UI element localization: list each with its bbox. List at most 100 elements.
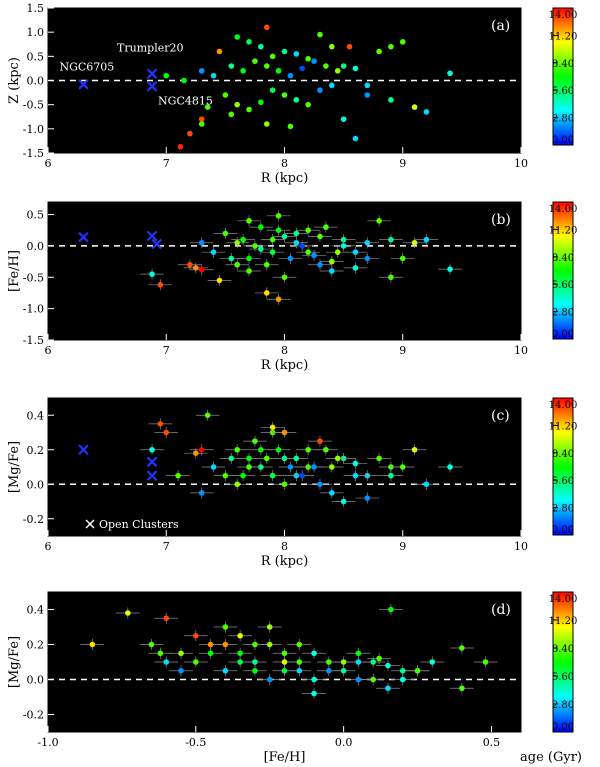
legend-marker [85, 519, 95, 529]
data-point [459, 685, 465, 692]
data-point [329, 82, 335, 89]
data-point [234, 481, 240, 488]
data-point [311, 676, 317, 683]
data-point [193, 265, 199, 271]
data-point [246, 455, 252, 462]
colorbar-tick-label: 0.00 [552, 722, 574, 733]
data-point [207, 650, 214, 657]
colorbar-tick-label: 14.00 [549, 594, 578, 605]
colorbar-tick-label: 2.80 [552, 504, 574, 515]
data-point [187, 130, 193, 137]
data-point [258, 464, 264, 470]
colorbar-tick-label: 0.00 [552, 329, 574, 340]
data-point [287, 464, 294, 470]
data-point [411, 104, 418, 110]
y-tick-label: 0.0 [27, 75, 45, 88]
data-point [423, 109, 430, 115]
data-point [355, 659, 362, 665]
data-point [355, 676, 362, 683]
data-point [340, 63, 347, 69]
panel-c: Open Clusters (c) 6 7 8 9 10 -0.2 0.0 0.2 0.4 R (kp… [7, 397, 577, 569]
data-point [352, 249, 359, 255]
x-tick-label: 10 [514, 540, 528, 553]
x-tick-label: -0.5 [185, 736, 206, 749]
y-axis-label: [Mg/Fe] [7, 636, 22, 688]
x-tick-label: 9 [399, 540, 406, 553]
data-point [305, 249, 311, 255]
data-point [299, 65, 306, 72]
colorbar [552, 591, 574, 733]
data-point [198, 116, 205, 122]
data-point [459, 645, 465, 651]
y-tick-label: -0.5 [23, 271, 44, 284]
y-tick-label: 0.2 [27, 444, 45, 457]
data-point [423, 236, 430, 243]
data-point [296, 667, 303, 674]
data-point [246, 106, 252, 113]
data-point [281, 481, 288, 488]
x-tick-label: 0.0 [335, 736, 353, 749]
data-point [346, 43, 353, 50]
data-point [157, 650, 164, 657]
data-point [340, 498, 347, 505]
data-point [388, 274, 394, 281]
data-point [125, 610, 131, 616]
data-point [305, 101, 311, 108]
data-point [237, 650, 243, 657]
data-point [210, 249, 217, 255]
data-point [388, 236, 394, 243]
data-point [275, 227, 282, 234]
colorbar [552, 397, 574, 536]
data-point [352, 65, 359, 72]
data-point [222, 92, 229, 98]
data-point [376, 655, 382, 662]
data-point [311, 464, 317, 470]
data-point [447, 70, 453, 77]
data-point [340, 116, 347, 122]
x-tick-label: 6 [45, 540, 52, 553]
colorbar-tick-label: 5.60 [552, 280, 574, 291]
y-tick-label: 0.4 [27, 409, 45, 422]
data-point [364, 495, 371, 501]
data-point [299, 243, 306, 249]
x-tick-label: 7 [163, 157, 170, 170]
data-point [181, 77, 187, 84]
data-point [352, 460, 359, 467]
open-cluster-marker [78, 79, 89, 90]
data-point [252, 659, 258, 665]
open-cluster-marker [146, 230, 158, 242]
data-point [355, 650, 362, 657]
y-tick-label: 0.0 [27, 674, 45, 687]
x-tick-label: 10 [514, 344, 528, 357]
open-cluster-marker [78, 231, 89, 243]
data-point [334, 455, 341, 462]
data-point [198, 68, 205, 74]
open-cluster-label: NGC6705 [59, 60, 114, 73]
colorbar-tick-label: 5.60 [552, 86, 574, 97]
data-point [193, 632, 199, 639]
data-point [222, 472, 229, 479]
data-point [252, 438, 258, 444]
data-point [157, 421, 164, 427]
y-axis-label: Z (kpc) [7, 57, 22, 104]
data-point [240, 472, 246, 479]
data-point [323, 63, 329, 69]
data-point [329, 258, 335, 265]
y-axis-label: [Fe/H] [7, 250, 22, 292]
y-tick-label: 0.2 [27, 639, 45, 652]
data-point [263, 290, 270, 296]
data-point [222, 624, 229, 630]
data-point [388, 606, 394, 613]
data-point [340, 243, 347, 249]
colorbar-tick-label: 0.00 [552, 525, 574, 536]
data-point [175, 472, 181, 479]
x-tick-label: -1.0 [37, 736, 58, 749]
data-point [258, 246, 264, 252]
data-point [234, 34, 240, 40]
open-cluster-label: Trumpler20 [117, 42, 183, 55]
colorbar-tick-label: 11.20 [549, 225, 578, 236]
data-point [340, 667, 347, 674]
data-point [317, 261, 323, 268]
x-tick-label: 9 [399, 344, 406, 357]
